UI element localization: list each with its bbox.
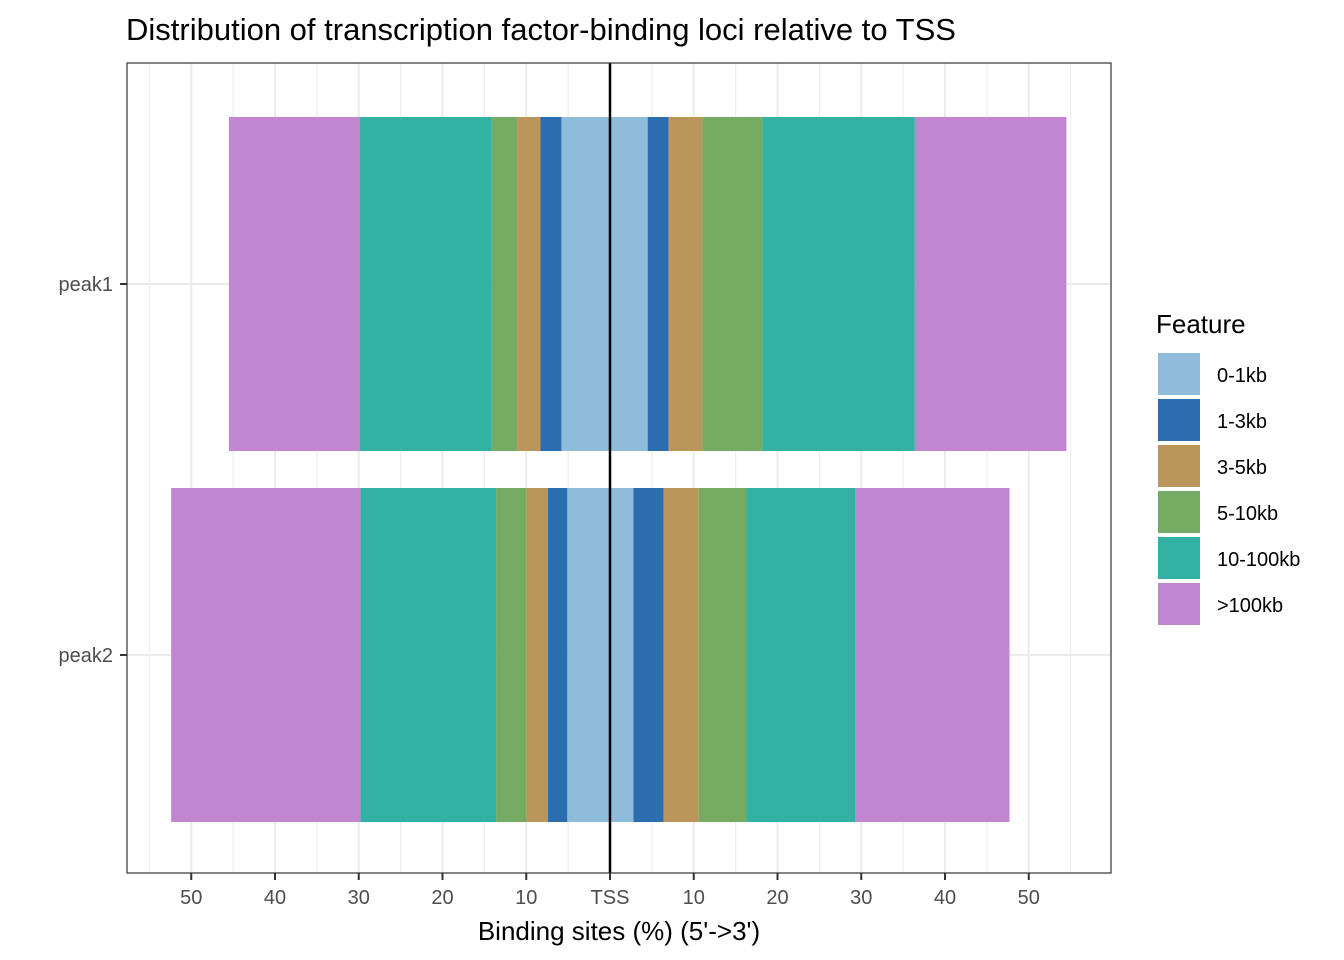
- x-tick-label: 10: [515, 887, 537, 909]
- y-axis: peak1 peak2: [59, 274, 127, 667]
- x-tick-label: 20: [766, 887, 788, 909]
- legend: Feature 0-1kb 1-3kb 3-5kb 5-10kb 10-100kb >10…: [1156, 309, 1300, 625]
- bar-peak2-downstream-0-1kb: [610, 488, 634, 822]
- bar-peak1-downstream-3-5kb: [668, 117, 703, 451]
- legend-label: 1-3kb: [1217, 411, 1267, 433]
- bar-peak2-downstream-3-5kb: [663, 488, 699, 822]
- bar-peak1-upstream-10-100kb: [359, 117, 492, 451]
- bar-peak1-downstream-10-100kb: [762, 117, 915, 451]
- bar-peak2-upstream->100kb: [171, 488, 361, 822]
- x-tick-label: 20: [431, 887, 453, 909]
- bar-peak1-upstream->100kb: [228, 117, 360, 451]
- y-tick-label: peak2: [59, 645, 114, 667]
- bar-peak2-downstream-1-3kb: [633, 488, 664, 822]
- bar-peak2-downstream->100kb: [855, 488, 1010, 822]
- bar-peak1-downstream-1-3kb: [647, 117, 669, 451]
- x-tick-label: 50: [1018, 887, 1040, 909]
- x-tick-label: 50: [180, 887, 202, 909]
- legend-swatch: [1158, 353, 1200, 395]
- x-axis: 50 40 30 20 10 TSS 10 20 30 40 50: [180, 873, 1040, 909]
- bar-peak2-upstream-3-5kb: [526, 488, 549, 822]
- x-tick-label: 40: [934, 887, 956, 909]
- legend-swatch: [1158, 445, 1200, 487]
- bar-peak1-upstream-1-3kb: [540, 117, 562, 451]
- legend-swatch: [1158, 537, 1200, 579]
- bar-peak1-upstream-0-1kb: [561, 117, 610, 451]
- chart-title: Distribution of transcription factor-bin…: [126, 12, 956, 47]
- panel-border: [126, 62, 1112, 874]
- x-tick-label: TSS: [591, 887, 630, 909]
- legend-swatch: [1158, 491, 1200, 533]
- x-tick-label: 30: [348, 887, 370, 909]
- legend-swatch: [1158, 399, 1200, 441]
- y-tick-label: peak1: [59, 274, 114, 296]
- bar-peak1-downstream->100kb: [914, 117, 1067, 451]
- bar-peak2-upstream-1-3kb: [548, 488, 568, 822]
- bar-peak1-upstream-3-5kb: [517, 117, 541, 451]
- legend-label: 5-10kb: [1217, 503, 1278, 525]
- legend-swatch: [1158, 583, 1200, 625]
- x-tick-label: 10: [683, 887, 705, 909]
- x-tick-label: 30: [850, 887, 872, 909]
- legend-label: 10-100kb: [1217, 549, 1300, 571]
- bar-peak1-upstream-5-10kb: [491, 117, 518, 451]
- bar-peak2-downstream-5-10kb: [698, 488, 747, 822]
- bar-peak2-upstream-5-10kb: [496, 488, 527, 822]
- bar-peak2-downstream-10-100kb: [746, 488, 856, 822]
- bar-peak1-downstream-5-10kb: [702, 117, 763, 451]
- legend-label: 0-1kb: [1217, 365, 1267, 387]
- bar-peak1-downstream-0-1kb: [610, 117, 648, 451]
- plot-panel: [126, 62, 1112, 874]
- bar-peak2-upstream-0-1kb: [567, 488, 610, 822]
- legend-label: >100kb: [1217, 595, 1283, 617]
- x-axis-label: Binding sites (%) (5'->3'): [478, 916, 760, 946]
- legend-title: Feature: [1156, 309, 1246, 339]
- bar-peak2-upstream-10-100kb: [360, 488, 497, 822]
- bars: [171, 117, 1067, 822]
- x-tick-label: 40: [264, 887, 286, 909]
- legend-label: 3-5kb: [1217, 457, 1267, 479]
- legend-items: 0-1kb 1-3kb 3-5kb 5-10kb 10-100kb >100kb: [1158, 353, 1300, 625]
